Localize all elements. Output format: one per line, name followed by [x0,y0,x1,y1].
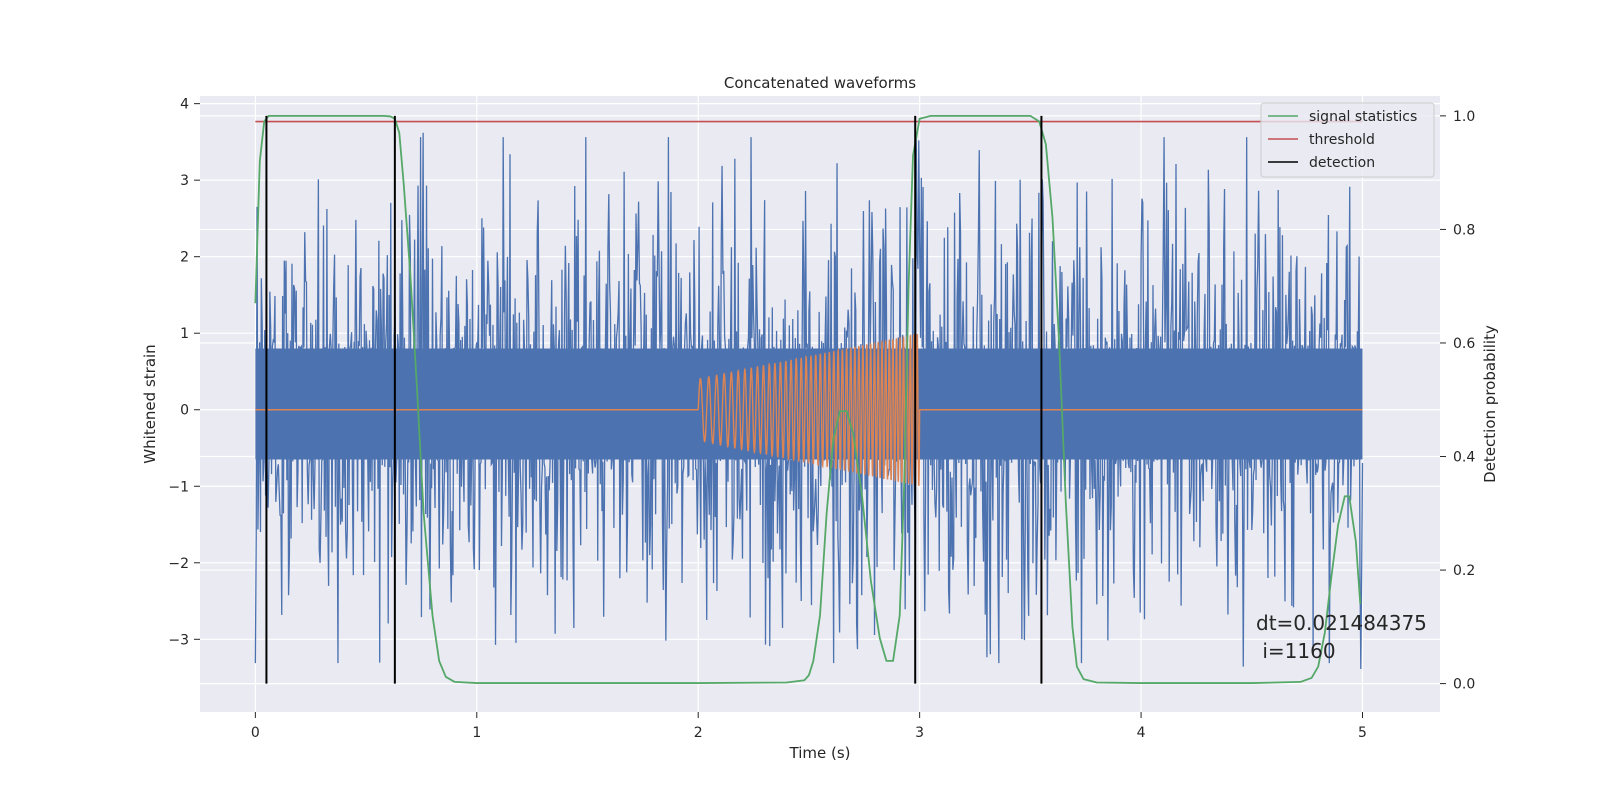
y2-tick-label: 0.0 [1453,677,1475,693]
x-tick-label: 3 [915,725,924,741]
axes-layer: 0 1 2 3 4 5 −3 −2 −1 0 1 2 3 4 0.0 0.2 0.4 0.6 0.8 1.0 [168,97,1475,741]
legend-label-detection: detection [1309,155,1375,171]
y2-tick-label: 0.2 [1453,563,1475,579]
y-tick-label: −1 [168,479,189,495]
x-tick-label: 0 [251,725,260,741]
legend-label-signal: signal statistics [1309,109,1417,125]
series-layer [254,114,1364,684]
y-tick-label: −2 [168,556,189,572]
y-tick-label: −3 [168,632,189,648]
legend-label-threshold: threshold [1309,132,1375,148]
annotation-dt: dt=0.021484375 [1256,611,1427,635]
y-tick-label: 1 [180,326,189,342]
y2-tick-label: 0.6 [1453,336,1475,352]
y2-tick-label: 0.8 [1453,222,1475,238]
y-tick-label: 4 [180,97,189,113]
y-tick-label: 0 [180,403,189,419]
y2-tick-label: 0.4 [1453,450,1475,466]
x-tick-label: 5 [1358,725,1367,741]
y2-tick-label: 1.0 [1453,109,1475,125]
y-tick-label: 2 [180,250,189,266]
y-axis-label: Whitened strain [141,344,159,463]
x-tick-label: 4 [1137,725,1146,741]
legend-box [1260,102,1435,178]
x-tick-label: 2 [694,725,703,741]
annotation-i: i=1160 [1256,639,1336,663]
legend: signal statistics threshold detection [1260,102,1435,178]
y2-axis-label: Detection probability [1481,325,1499,483]
chart-title: Concatenated waveforms [724,74,916,92]
template-chirp-line [255,333,1363,486]
x-tick-label: 1 [472,725,481,741]
x-axis-label: Time (s) [789,744,851,762]
y-tick-label: 3 [180,173,189,189]
